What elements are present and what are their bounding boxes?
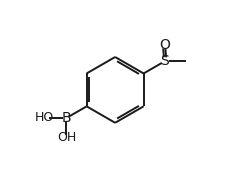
Text: B: B — [61, 111, 71, 125]
Text: HO: HO — [35, 111, 54, 124]
Text: S: S — [160, 54, 169, 68]
Text: OH: OH — [57, 131, 76, 144]
Text: O: O — [158, 38, 169, 52]
